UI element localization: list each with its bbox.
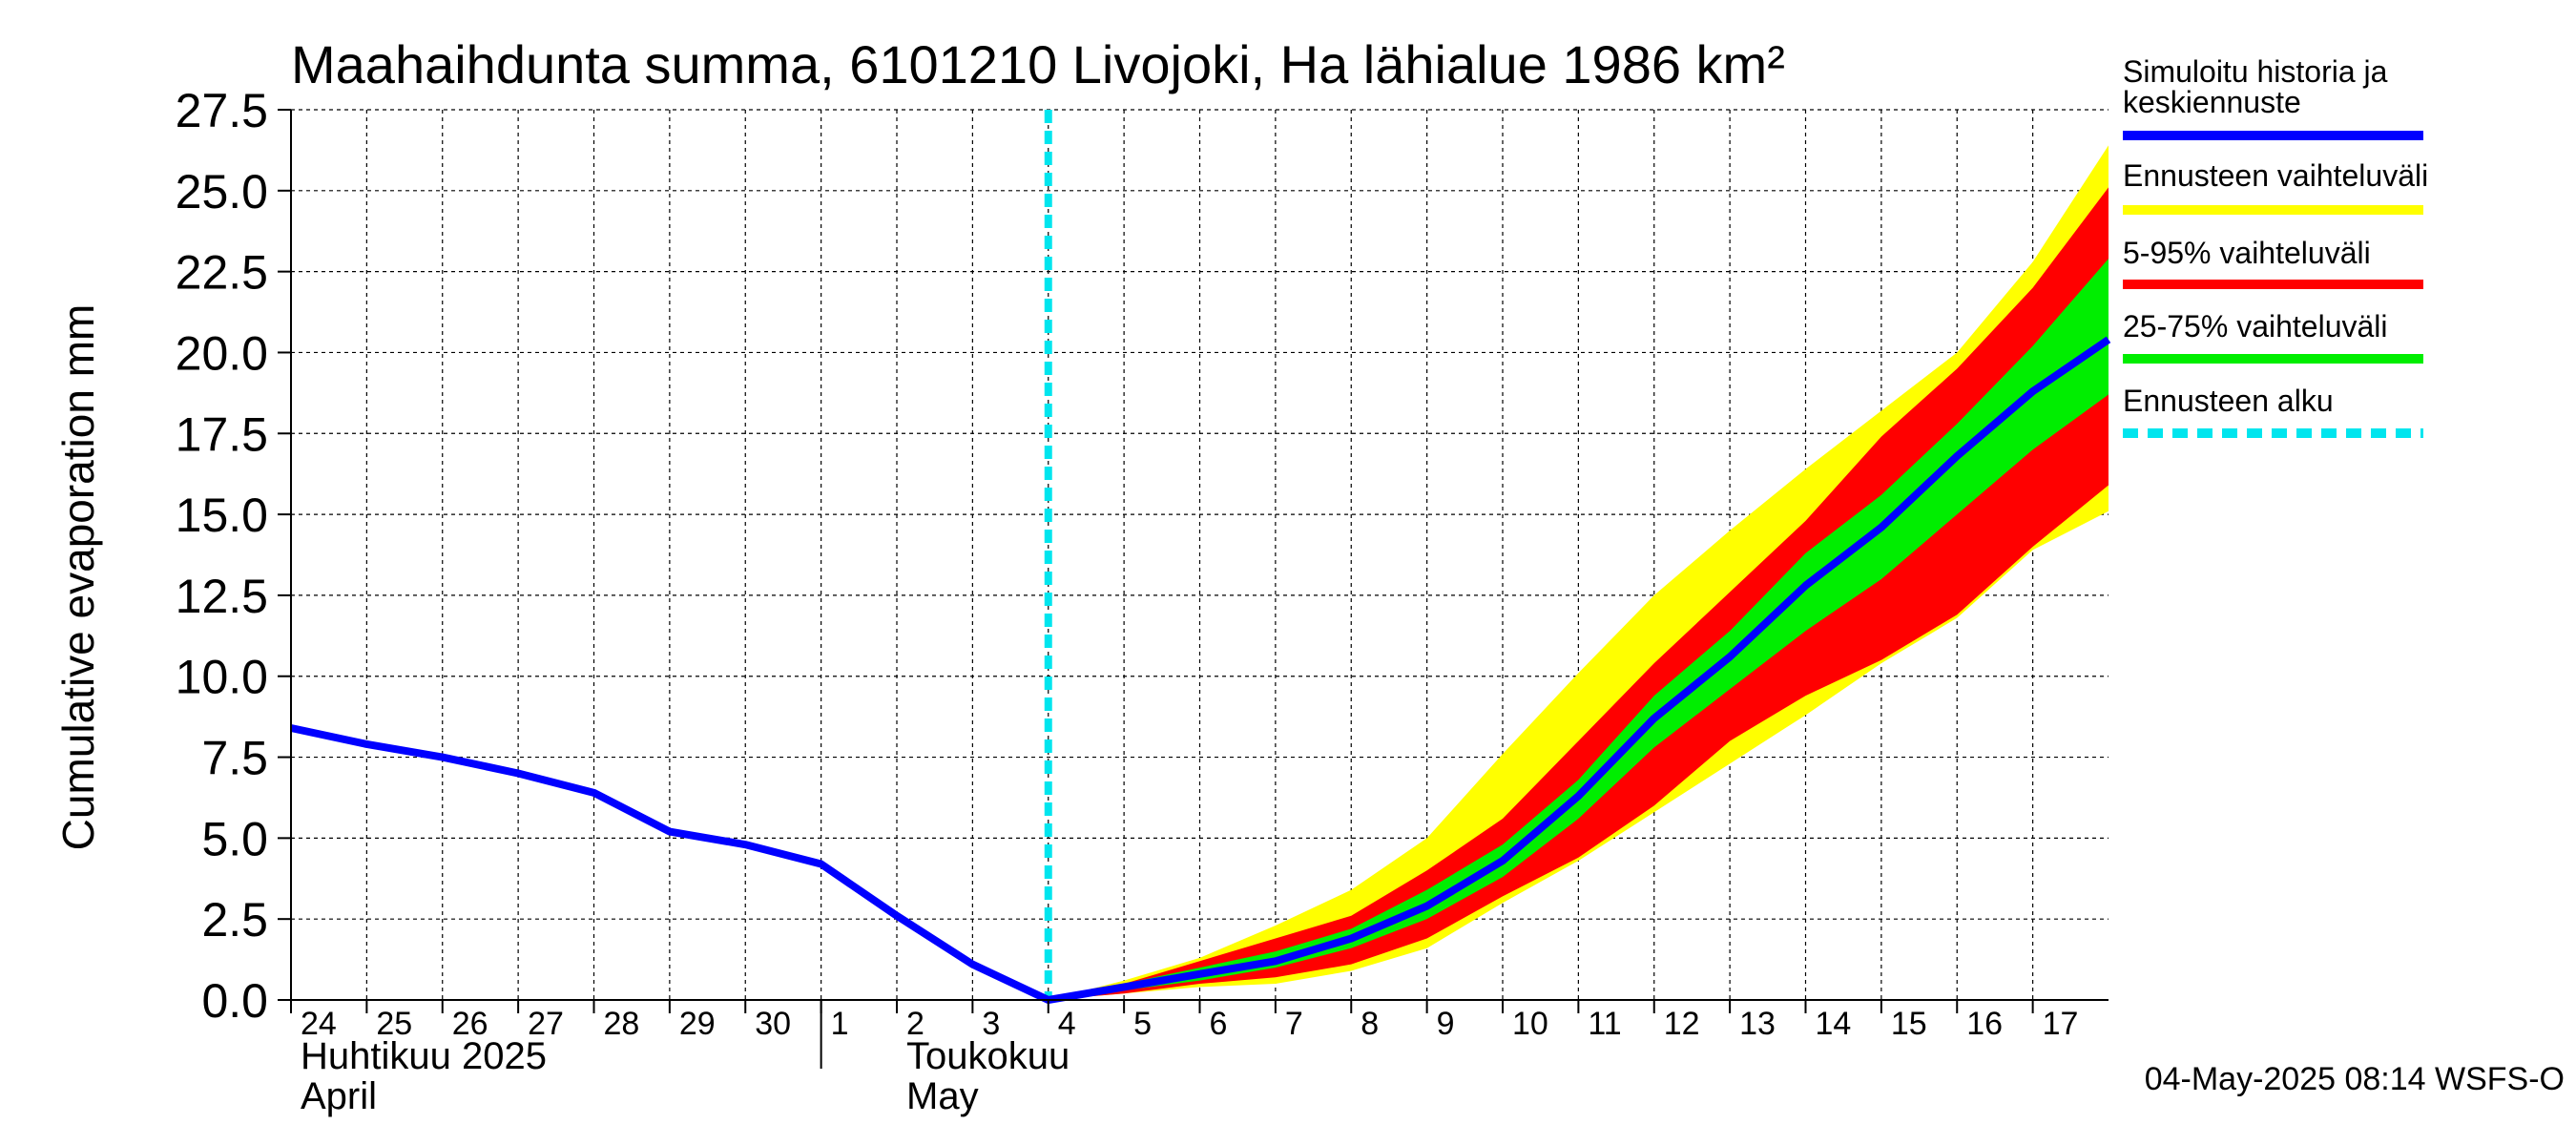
x-tick-label: 1 xyxy=(831,1006,849,1042)
y-tick-label: 5.0 xyxy=(201,812,268,865)
plot-area: 0.0 2.5 5.0 7.5 10.0 12.5 15.0 17.5 20.0 22.5 25.0… xyxy=(176,84,2111,1117)
series-line-1 xyxy=(290,336,2111,1004)
x-tick-label: 13 xyxy=(1739,1006,1776,1042)
x-tick-label: 9 xyxy=(1437,1006,1455,1042)
x-tick-label: 25 xyxy=(376,1006,412,1042)
x-tick-label: 30 xyxy=(755,1006,791,1042)
x-tick-label: 27 xyxy=(528,1006,564,1042)
y-tick-label: 7.5 xyxy=(201,732,268,785)
x-tick-label: 28 xyxy=(604,1006,640,1042)
y-tick-label: 27.5 xyxy=(176,84,268,137)
y-tick-label: 25.0 xyxy=(176,165,268,219)
x-tick-label: 3 xyxy=(982,1006,1000,1042)
x-tick-label: 12 xyxy=(1664,1006,1700,1042)
x-tick-label: 6 xyxy=(1210,1006,1228,1042)
y-tick-label: 20.0 xyxy=(176,326,268,380)
legend-label: Ennusteen alku xyxy=(2123,384,2334,418)
x-tick-label: 7 xyxy=(1285,1006,1303,1042)
y-tick-label: 17.5 xyxy=(176,407,268,461)
chart-title: Maahaihdunta summa, 6101210 Livojoki, Ha… xyxy=(291,34,1785,94)
x-tick-label: 11 xyxy=(1588,1006,1621,1042)
x-tick-label: 17 xyxy=(2043,1006,2079,1042)
x-tick-label: 16 xyxy=(1966,1006,2003,1042)
y-tick-label: 15.0 xyxy=(176,489,268,542)
x-tick-label: 2 xyxy=(906,1006,924,1042)
y-tick-label: 0.0 xyxy=(201,974,268,1028)
x-tick-label: 8 xyxy=(1361,1006,1379,1042)
month-label-english: May xyxy=(906,1075,979,1117)
legend-label: Ennusteen vaihteluväli xyxy=(2123,158,2428,193)
legend-label: 5-95% vaihteluväli xyxy=(2123,236,2371,270)
timestamp-footer: 04-May-2025 08:14 WSFS-O xyxy=(2145,1061,2565,1097)
x-tick-label: 4 xyxy=(1058,1006,1076,1042)
y-tick-label: 2.5 xyxy=(201,893,268,947)
month-label-finnish: Toukokuu xyxy=(906,1035,1070,1077)
y-axis-label: Cumulative evaporation mm xyxy=(53,304,103,851)
y-tick-label: 22.5 xyxy=(176,246,268,300)
legend: Simuloitu historia ja keskiennuste Ennuste… xyxy=(2123,54,2428,438)
y-tick-label: 12.5 xyxy=(176,570,268,623)
month-label-english: April xyxy=(301,1075,377,1117)
legend-label: 25-75% vaihteluväli xyxy=(2123,309,2388,344)
x-tick-label: 26 xyxy=(452,1006,488,1042)
month-label-finnish: Huhtikuu 2025 xyxy=(301,1035,547,1077)
x-tick-label: 15 xyxy=(1891,1006,1927,1042)
band-2 xyxy=(1048,187,2109,1000)
x-tick-label: 14 xyxy=(1816,1006,1852,1042)
x-tick-label: 10 xyxy=(1512,1006,1548,1042)
x-tick-label: 24 xyxy=(301,1006,337,1042)
legend-label: Simuloitu historia ja keskiennuste xyxy=(2123,54,2388,119)
x-tick-label: 29 xyxy=(679,1006,716,1042)
y-tick-label: 10.0 xyxy=(176,651,268,704)
x-tick-label: 5 xyxy=(1133,1006,1152,1042)
